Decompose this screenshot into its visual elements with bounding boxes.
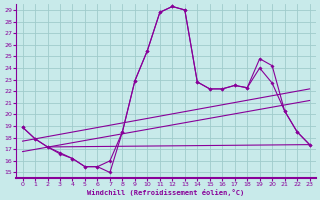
X-axis label: Windchill (Refroidissement éolien,°C): Windchill (Refroidissement éolien,°C) xyxy=(87,189,245,196)
